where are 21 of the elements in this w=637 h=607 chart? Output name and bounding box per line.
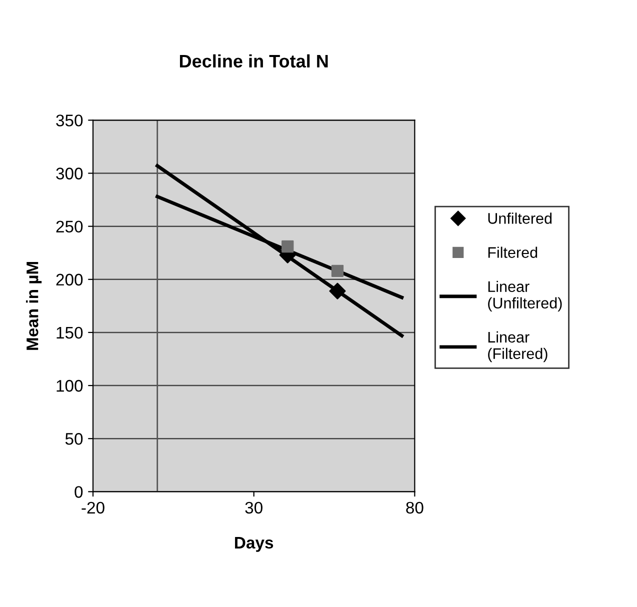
- point: [331, 264, 344, 277]
- x-tick-label: 30: [245, 502, 262, 514]
- y-tick-label: 0: [74, 486, 83, 498]
- chart-title: Decline in Total N: [180, 54, 328, 68]
- legend-label: Filtered: [488, 246, 538, 258]
- x-tick-label: 80: [406, 502, 424, 514]
- legend-label: Linear (Unfiltered): [488, 280, 562, 312]
- x-tick-label: -20: [82, 502, 104, 514]
- y-tick-label: 150: [56, 326, 83, 339]
- point: [329, 282, 346, 300]
- legend-label: Linear (Filtered): [488, 331, 548, 362]
- y-tick-label: 200: [56, 274, 83, 286]
- y-axis-title: Mean in µM: [26, 262, 42, 350]
- legend-label: Unfiltered: [488, 212, 552, 224]
- y-tick-label: 250: [56, 220, 83, 233]
- y-tick-label: 100: [56, 380, 83, 392]
- y-tick-label: 50: [65, 433, 83, 445]
- point: [282, 240, 294, 253]
- y-tick-label: 300: [56, 168, 83, 180]
- x-axis-title: Days: [235, 536, 274, 552]
- y-tick-label: 350: [56, 114, 83, 126]
